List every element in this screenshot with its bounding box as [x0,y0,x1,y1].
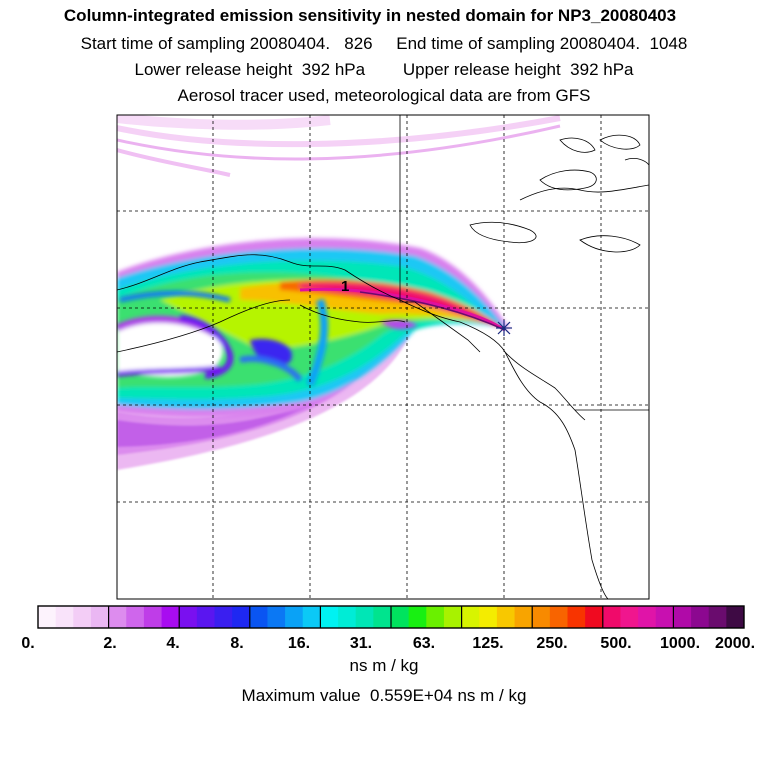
colorbar-cell [249,606,268,628]
colorbar-cell [267,606,286,628]
colorbar-cell [38,606,57,628]
colorbar-dividers [107,606,675,628]
colorbar-cells [38,606,745,628]
colorbar-tick-label: 63. [413,635,435,652]
colorbar-cell [532,606,551,628]
colorbar-frame [37,605,745,629]
colorbar-cell [285,606,304,628]
colorbar-cell [90,606,109,628]
colorbar-cell [426,606,445,628]
colorbar-tick-labels: 0. 2. 4. 8. 16. 31. 63. 125. 250. 500. 1000. 2000. [21,635,755,652]
colorbar-cell [567,606,586,628]
sensitivity-field [117,115,561,470]
colorbar-tick-label: 4. [166,635,179,652]
colorbar-tick-label: 1000. [660,635,700,652]
colorbar-cell [232,606,251,628]
colorbar-tick-label: 500. [600,635,631,652]
colorbar-cell [196,606,215,628]
colorbar-cell [620,606,639,628]
colorbar-cell [443,606,462,628]
max-value-label: Maximum value 0.559E+04 ns m / kg [241,686,527,705]
low-sensitivity-patches [117,290,418,387]
colorbar-cell [126,606,145,628]
colorbar-cell [514,606,533,628]
colorbar-cell [355,606,374,628]
upper-faint-plume [117,115,561,177]
coastlines [117,115,649,599]
colorbar-cell [373,606,392,628]
colorbar-cell [585,606,604,628]
colorbar-cell [549,606,568,628]
colorbar-cell [673,606,692,628]
colorbar-cell [691,606,710,628]
colorbar: 0. 2. 4. 8. 16. 31. 63. 125. 250. 500. 1000. 2000. [21,605,755,652]
release-height-line: Lower release height 392 hPa Upper relea… [0,60,768,80]
colorbar-cell [179,606,198,628]
colorbar-cell [408,606,427,628]
plume-marker-label: 1 [341,278,349,295]
colorbar-tick-label: 0. [21,635,34,652]
colorbar-cell [320,606,339,628]
colorbar-unit: ns m / kg [349,656,419,675]
colorbar-cell [108,606,127,628]
colorbar-cell [391,606,410,628]
plot-title: Column-integrated emission sensitivity i… [63,6,677,25]
upper-release-label: Upper release height 392 hPa [402,60,634,79]
sampling-time-line: Start time of sampling 20080404. 826 End… [0,34,768,54]
colorbar-tick-label: 8. [230,635,243,652]
colorbar-cell [73,606,92,628]
start-time-label: Start time of sampling 20080404. 826 [80,34,373,53]
colorbar-tick-label: 31. [350,635,372,652]
map-frame [116,114,650,600]
high-sensitivity-core [299,287,506,332]
colorbar-cell [496,606,515,628]
colorbar-cell [302,606,321,628]
colorbar-cell [143,606,162,628]
colorbar-tick-label: 125. [472,635,503,652]
colorbar-cell [161,606,180,628]
colorbar-cell [708,606,727,628]
colorbar-cell [602,606,621,628]
end-time-label: End time of sampling 20080404. 1048 [396,34,688,53]
colorbar-tick-label: 2000. [715,635,755,652]
colorbar-cell [726,606,745,628]
lower-plume-tail [117,335,410,470]
colorbar-cell [55,606,74,628]
colorbar-tick-label: 250. [536,635,567,652]
asterisk-icon [496,320,512,336]
colorbar-cell [479,606,498,628]
tracer-info: Aerosol tracer used, meteorological data… [177,86,591,105]
colorbar-tick-label: 16. [288,635,310,652]
colorbar-cell [638,606,657,628]
colorbar-cell [655,606,674,628]
colorbar-cell [214,606,233,628]
colorbar-tick-label: 2. [103,635,116,652]
colorbar-cell [461,606,480,628]
lower-release-label: Lower release height 392 hPa [134,60,366,79]
colorbar-cell [338,606,357,628]
lat-lon-grid [117,115,649,599]
